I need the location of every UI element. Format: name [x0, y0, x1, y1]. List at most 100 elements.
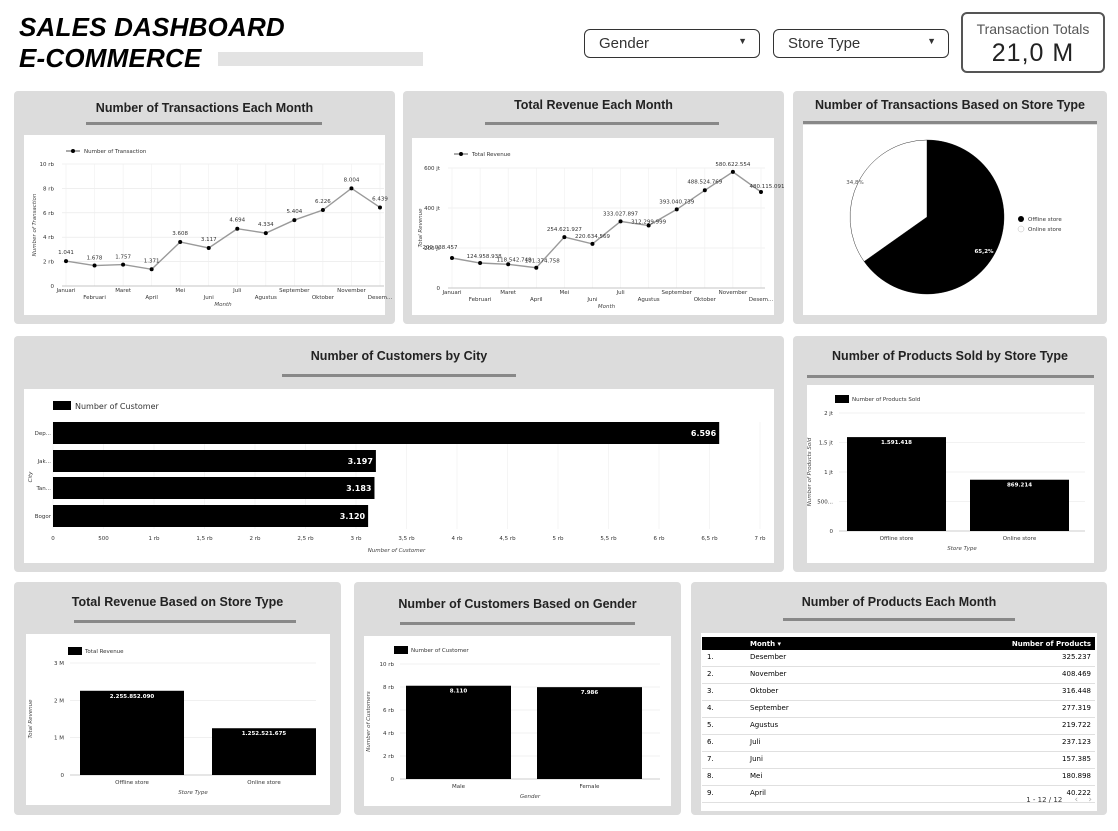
data-point: [206, 245, 211, 250]
x-tick-label: 1 rb: [149, 536, 161, 542]
data-point: [121, 262, 126, 267]
data-label: 1.252.521.675: [242, 731, 287, 737]
data-label: 220.634.569: [575, 234, 610, 240]
series-line: [65, 187, 381, 271]
x-tick-label: Juni: [586, 297, 598, 303]
revenue-line-chart: Total Revenue 0 200 jt 400 jt 600 jt Januari F…: [418, 152, 785, 310]
table-header: Month ▾ Number of Products: [702, 637, 1095, 650]
y-tick-label: 8 rb: [43, 186, 55, 192]
card-title: Number of Transactions Based on Store Ty…: [815, 98, 1085, 112]
data-label: 6.439: [372, 196, 388, 202]
title-underline: [400, 622, 635, 625]
table-area: Month ▾ Number of Products 1. Desember 325…: [701, 633, 1097, 811]
data-label: 869.214: [1007, 483, 1032, 489]
card-title: Number of Customers by City: [310, 349, 488, 363]
card-title: Total Revenue Based on Store Type: [71, 595, 284, 609]
products-month-card: Number of Products Each Month Month ▾ Nu…: [691, 582, 1107, 815]
data-point: [178, 239, 183, 244]
x-tick-label: 5,5 rb: [600, 536, 617, 542]
y-axis-title: Number of Customers: [366, 691, 372, 752]
products-store-card: Number of Products Sold by Store Type Nu…: [793, 336, 1107, 572]
legend-marker: [459, 152, 463, 156]
x-tick-label: 2,5 rb: [297, 536, 314, 542]
column-header-products[interactable]: Number of Products: [1011, 640, 1091, 648]
data-label: 1.591.418: [881, 440, 912, 446]
x-axis-title: Gender: [520, 794, 541, 800]
data-label: 488.524.769: [687, 179, 722, 185]
data-label: 254.621.927: [547, 227, 582, 233]
data-point: [590, 241, 595, 246]
y-tick-label: 2 jt: [824, 411, 834, 417]
x-tick-label: Maret: [500, 290, 517, 296]
title-underline: [282, 374, 516, 377]
products-cell: 180.898: [1062, 772, 1091, 780]
transaction-totals-scorecard: Transaction Totals 21,0 M: [961, 12, 1105, 73]
y-tick-label: 1,5 jt: [819, 441, 834, 447]
table-row: 4. September 277.319: [702, 701, 1095, 718]
bar: [53, 505, 369, 527]
y-tick-label: 2 M: [54, 698, 64, 704]
chart-area: Total Revenue 0 1 M 2 M 3 M 2.255.852.090 Offl…: [26, 634, 330, 805]
row-index: 4.: [707, 704, 714, 712]
card-title: Number of Transactions Each Month: [95, 101, 314, 115]
products-store-bar-chart: Number of Products Sold 0 500... 1 jt 1,5 jt…: [807, 395, 1085, 552]
data-label: 3.183: [346, 484, 371, 493]
x-tick-label: Desem...: [749, 297, 774, 303]
legend-label: Number of Transaction: [84, 149, 147, 155]
data-point: [730, 169, 735, 174]
table-pagination: 1 - 12 / 12 ‹ ›: [1026, 795, 1092, 805]
title-underline: [485, 122, 719, 125]
chevron-right-icon[interactable]: ›: [1088, 795, 1092, 805]
legend-marker: [71, 149, 75, 153]
data-point: [235, 226, 240, 231]
data-label: 8.110: [450, 689, 468, 695]
x-tick-label: 2 rb: [250, 536, 262, 542]
pie-label-offline: 65,2%: [974, 249, 994, 255]
data-label: 101.374.758: [525, 259, 560, 265]
legend-label: Online store: [1028, 227, 1062, 233]
gender-filter-label: Gender: [599, 35, 650, 52]
month-cell: April: [750, 789, 766, 797]
data-point: [759, 189, 763, 194]
legend-label: Offline store: [1028, 217, 1062, 223]
store-type-filter-dropdown[interactable]: Store Type ▼: [773, 29, 949, 58]
data-label: 6.226: [315, 199, 331, 205]
row-index: 6.: [707, 738, 714, 746]
products-cell: 325.237: [1062, 653, 1091, 661]
y-tick-label: 2 rb: [43, 260, 55, 266]
row-index: 7.: [707, 755, 714, 763]
column-header-month[interactable]: Month ▾: [750, 640, 782, 648]
x-tick-label: Juni: [203, 295, 215, 301]
products-cell: 316.448: [1062, 687, 1091, 695]
legend-swatch: [835, 395, 849, 403]
x-tick-label: September: [279, 288, 310, 294]
chevron-left-icon[interactable]: ‹: [1074, 795, 1079, 805]
chart-area: Number of Customer 0 2 rb 4 rb 6 rb 8 rb 10 rb…: [364, 636, 671, 806]
y-tick-label: 1 M: [54, 736, 64, 742]
data-point: [562, 235, 567, 240]
table-row: 3. Oktober 316.448: [702, 684, 1095, 701]
data-label: 200.038.457: [423, 245, 458, 251]
data-label: 3.120: [340, 512, 366, 521]
y-tick-label: 10 rb: [380, 662, 395, 668]
data-label: 1.371: [144, 258, 160, 264]
gender-filter-dropdown[interactable]: Gender ▼: [584, 29, 760, 58]
y-tick-label: 6 rb: [383, 708, 395, 714]
y-tick-label: 0: [830, 529, 834, 535]
y-tick-label: Jak...: [37, 459, 52, 465]
pie-label-online: 34,8%: [846, 180, 863, 186]
x-tick-label: April: [530, 297, 543, 303]
legend-label: Total Revenue: [84, 649, 124, 655]
card-title: Number of Customers Based on Gender: [398, 597, 637, 611]
y-axis-title: Number of Transaction: [32, 193, 38, 256]
x-tick-label: 6 rb: [654, 536, 666, 542]
legend-marker: [1018, 216, 1024, 222]
y-tick-label: 1 jt: [824, 470, 834, 476]
table-row: 1. Desember 325.237: [702, 650, 1095, 667]
data-point: [506, 262, 511, 267]
title-underline: [783, 618, 1015, 621]
x-tick-label: Februari: [469, 297, 492, 303]
dashboard-title-line1: SALES DASHBOARD: [19, 12, 285, 42]
data-label: 3.117: [201, 237, 217, 243]
y-axis-title: Number of Products Sold: [807, 437, 813, 506]
